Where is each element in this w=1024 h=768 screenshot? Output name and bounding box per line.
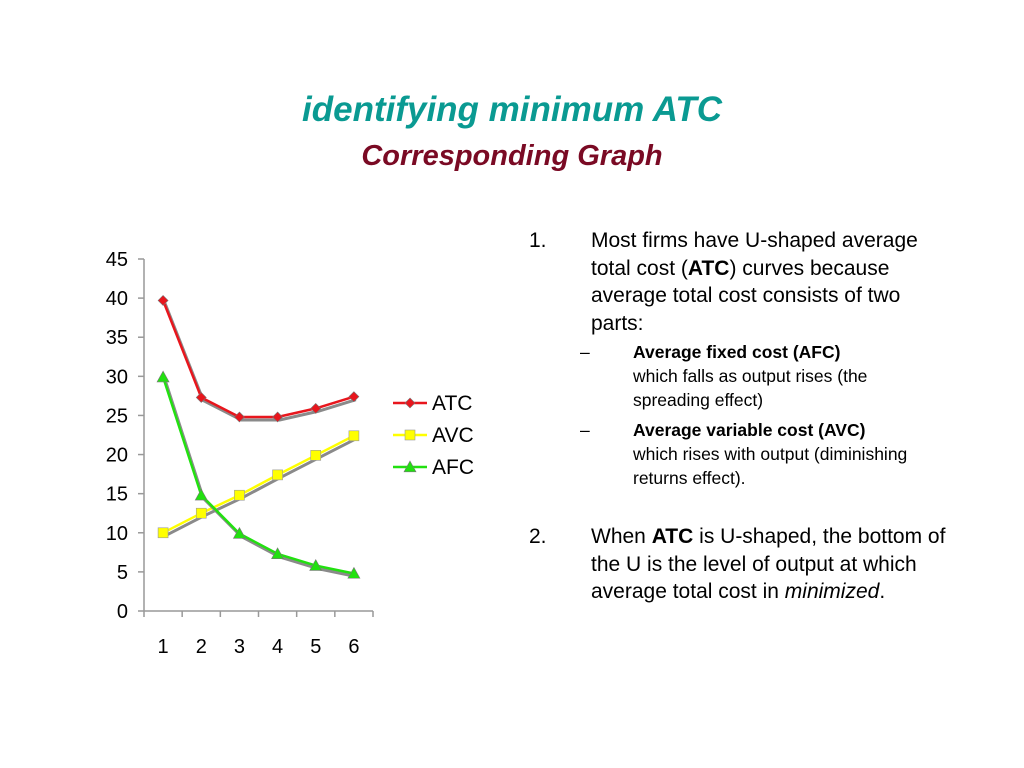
afc-point bbox=[309, 559, 323, 571]
atc-line bbox=[161, 300, 355, 419]
x-tick-label: 5 bbox=[310, 636, 321, 658]
y-tick-label: 40 bbox=[106, 288, 128, 310]
slide-title: identifying minimum ATC bbox=[302, 90, 722, 129]
y-tick-label: 30 bbox=[106, 366, 128, 388]
x-tick-label: 1 bbox=[158, 636, 169, 658]
legend-item-afc: AFC bbox=[393, 456, 474, 479]
note-2-italic: minimized bbox=[784, 580, 880, 603]
note-point-1: 1. Most firms have U-shaped average tota… bbox=[529, 227, 949, 337]
note-sub-avc: – Average variable cost (AVC) which rise… bbox=[529, 418, 949, 490]
atc-point bbox=[310, 402, 322, 414]
sub-afc-bold: Average fixed cost (AFC) bbox=[633, 342, 841, 362]
series-afc bbox=[156, 370, 361, 579]
legend-label: ATC bbox=[432, 392, 472, 415]
note-1-bold: ATC bbox=[687, 256, 730, 280]
x-tick-label: 6 bbox=[348, 636, 359, 658]
y-tick-label: 0 bbox=[117, 601, 128, 623]
atc-point bbox=[233, 411, 245, 423]
avc-point bbox=[272, 469, 283, 481]
avc-point bbox=[234, 489, 245, 501]
slide-subtitle: Corresponding Graph bbox=[361, 140, 663, 172]
y-tick-label: 25 bbox=[106, 405, 128, 427]
note-1-text-b: ) curves because average total cost cons… bbox=[591, 256, 901, 335]
avc-point bbox=[157, 527, 169, 539]
y-tick-label: 5 bbox=[117, 562, 128, 584]
atc-line-shadow bbox=[163, 302, 357, 422]
y-tick-label: 35 bbox=[106, 327, 128, 349]
note-2-bold: ATC bbox=[651, 525, 694, 548]
y-tick-label: 20 bbox=[106, 445, 128, 467]
avc-line-shadow bbox=[164, 437, 357, 538]
afc-point bbox=[347, 566, 361, 579]
legend: ATC AVC AFC bbox=[393, 392, 474, 479]
note-2-number: 2. bbox=[529, 525, 547, 548]
afc-point bbox=[271, 547, 285, 559]
sub-afc-text: which falls as output rises (the spreadi… bbox=[633, 366, 868, 410]
afc-point bbox=[156, 370, 170, 383]
legend-marker bbox=[404, 397, 416, 409]
legend-marker bbox=[403, 460, 417, 473]
legend-label: AVC bbox=[432, 424, 474, 447]
afc-point bbox=[232, 526, 246, 539]
avc-point bbox=[310, 450, 322, 461]
avc-line bbox=[162, 434, 355, 534]
x-tick-label: 2 bbox=[196, 636, 207, 658]
note-2-text-b: is U-shaped, the bottom of the U is the … bbox=[591, 525, 946, 603]
note-2-text-a: When bbox=[591, 525, 652, 548]
legend-marker bbox=[404, 429, 416, 441]
note-point-2: 2. When ATC is U-shaped, the bottom of t… bbox=[529, 523, 949, 606]
atc-point bbox=[195, 392, 207, 403]
afc-line bbox=[161, 376, 355, 575]
sub-afc-dash: – bbox=[580, 342, 590, 362]
y-tick-label: 45 bbox=[106, 249, 128, 271]
afc-point bbox=[194, 488, 208, 501]
avc-point bbox=[348, 430, 360, 442]
y-tick-label: 10 bbox=[106, 523, 128, 545]
note-2-text-c: . bbox=[879, 580, 886, 603]
series-atc bbox=[157, 295, 360, 423]
sub-avc-dash: – bbox=[580, 420, 590, 440]
note-1-number: 1. bbox=[529, 229, 547, 252]
series-avc bbox=[157, 430, 360, 539]
legend-item-atc: ATC bbox=[393, 392, 472, 415]
y-tick-label: 15 bbox=[106, 484, 128, 506]
note-1-text-a: Most firms have U-shaped average total c… bbox=[591, 229, 918, 280]
avc-point bbox=[195, 507, 207, 519]
legend-item-avc: AVC bbox=[393, 424, 474, 447]
note-sub-afc: – Average fixed cost (AFC) which falls a… bbox=[529, 340, 949, 412]
atc-point bbox=[348, 391, 360, 403]
legend-label: AFC bbox=[432, 456, 474, 479]
atc-point bbox=[272, 411, 284, 423]
sub-avc-bold: Average variable cost (AVC) bbox=[633, 420, 866, 440]
series-layer bbox=[156, 295, 361, 579]
atc-point bbox=[157, 295, 169, 306]
notes-list: 1. Most firms have U-shaped average tota… bbox=[529, 227, 949, 606]
x-tick-label: 4 bbox=[272, 636, 283, 658]
sub-avc-text: which rises with output (diminishing ret… bbox=[633, 444, 908, 488]
x-tick-label: 3 bbox=[234, 636, 245, 658]
